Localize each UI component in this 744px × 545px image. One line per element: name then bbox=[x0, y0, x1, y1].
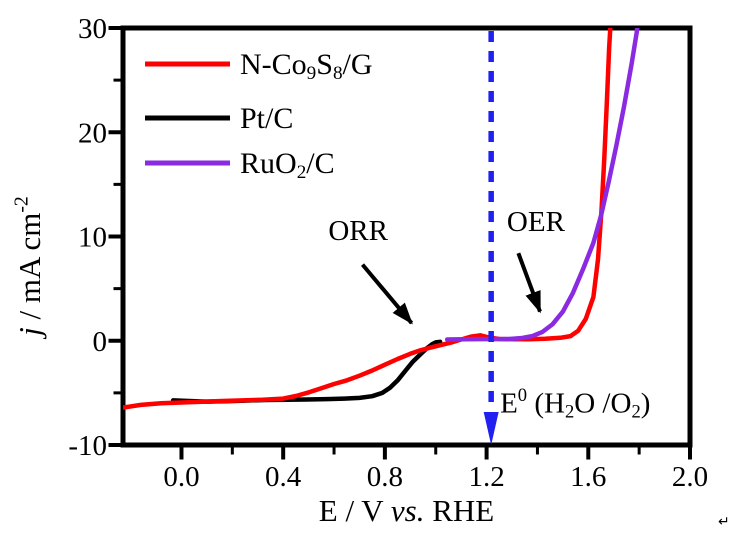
tspan-element: N-Co bbox=[240, 48, 307, 81]
y-tick-label: -10 bbox=[68, 430, 107, 462]
tspan-element: -2 bbox=[11, 196, 33, 212]
series-layer bbox=[123, 28, 640, 410]
x-tick-label: 2.0 bbox=[672, 461, 708, 493]
legend-label: RuO2/C bbox=[240, 147, 335, 183]
series-curve-n-co-9-s-8-g bbox=[123, 28, 613, 410]
legend: N-Co9S8/G Pt/C RuO2/C bbox=[145, 48, 373, 183]
tspan-element: ) bbox=[641, 388, 651, 420]
tspan-element: 9 bbox=[307, 63, 317, 84]
reference-line-layer: E0 (H2O /O2) bbox=[483, 31, 650, 445]
x-tick-label: 0.8 bbox=[367, 461, 403, 493]
e0-arrowhead-icon bbox=[483, 412, 499, 445]
tspan-element: / mA cm bbox=[12, 213, 47, 328]
tspan-element: /G bbox=[343, 48, 373, 81]
y-tick-label: 20 bbox=[78, 117, 107, 149]
tspan-element: vs. bbox=[391, 493, 425, 528]
tspan-element: 2 bbox=[297, 162, 307, 183]
y-tick-label: 10 bbox=[78, 222, 107, 254]
paragraph-return-mark: ↵ bbox=[718, 514, 730, 530]
tspan-element: /C bbox=[306, 147, 334, 180]
x-axis-title: E / V vs. RHE bbox=[319, 493, 494, 528]
tspan-element: E / V bbox=[319, 493, 391, 528]
y-tick-label: 0 bbox=[93, 326, 108, 358]
annotation-layer: ORR OER bbox=[328, 206, 566, 325]
tspan-element: Pt/C bbox=[240, 102, 293, 135]
y-axis-title: j / mA cm-2 bbox=[11, 196, 47, 340]
tspan-element: (H bbox=[527, 388, 565, 420]
tspan-element: S bbox=[316, 48, 333, 81]
oer-label: OER bbox=[507, 206, 566, 238]
oer-arrow bbox=[516, 252, 542, 314]
e0-label: E0 (H2O /O2) bbox=[500, 385, 650, 423]
tspan-element: OER bbox=[507, 206, 566, 238]
x-tick-label: 1.6 bbox=[570, 461, 606, 493]
tspan-element: E bbox=[500, 388, 518, 420]
y-tick-label: 30 bbox=[78, 13, 107, 45]
tspan-element: 2 bbox=[631, 402, 640, 423]
tspan-element: ORR bbox=[328, 215, 388, 247]
tspan-element: O /O bbox=[574, 388, 631, 420]
tspan-element: RHE bbox=[424, 493, 494, 528]
orr-arrow bbox=[360, 263, 414, 325]
legend-label: N-Co9S8/G bbox=[240, 48, 373, 84]
x-tick-label: 0.4 bbox=[265, 461, 302, 493]
tspan-element: 8 bbox=[333, 63, 343, 84]
x-tick-label: 0.0 bbox=[163, 461, 199, 493]
tspan-element: j bbox=[12, 327, 47, 340]
orr-label: ORR bbox=[328, 215, 388, 247]
legend-label: Pt/C bbox=[240, 102, 293, 135]
x-tick-label: 1.2 bbox=[468, 461, 504, 493]
plot-frame bbox=[120, 25, 693, 448]
tspan-element: 0 bbox=[518, 385, 527, 406]
series-curve-ruo-2-c bbox=[444, 28, 640, 342]
tspan-element: RuO bbox=[240, 147, 297, 180]
tspan-element: 2 bbox=[565, 402, 574, 423]
